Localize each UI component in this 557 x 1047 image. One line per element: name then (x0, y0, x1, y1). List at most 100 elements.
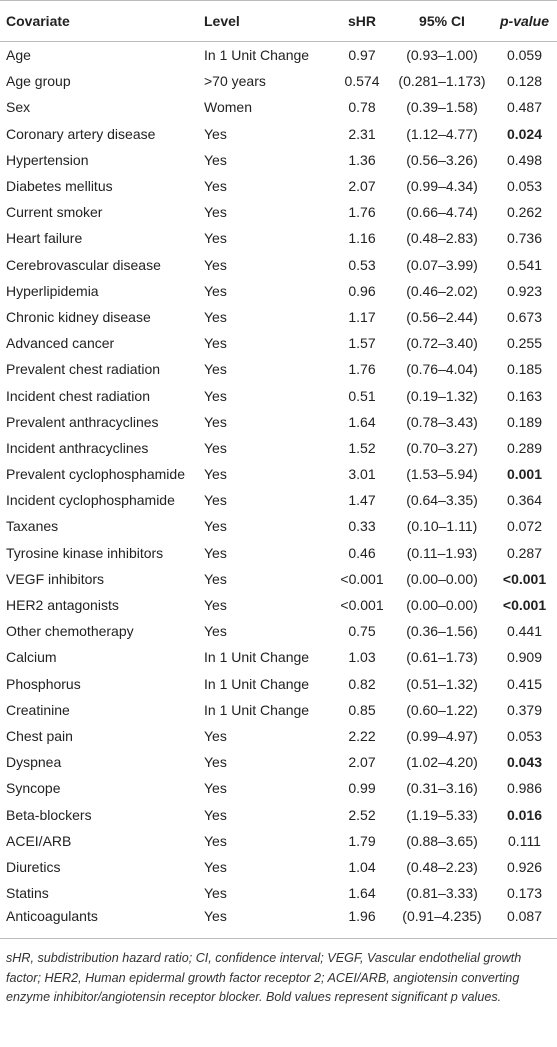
table-cell: Anticoagulants (0, 906, 202, 940)
table-cell: Yes (204, 544, 227, 561)
table-body: Age In 1 Unit Change 0.97 (0.93–1.00) 0.059 A… (0, 42, 557, 940)
table-row: Coronary artery disease Yes 2.31 (1.12–4.77… (0, 121, 557, 147)
table-cell: Chest pain (6, 727, 73, 744)
table-row: Age group >70 years 0.574 (0.281–1.173) 0.12… (0, 68, 557, 94)
table-cell: 0.541 (506, 256, 543, 273)
table-cell: <0.001 (502, 597, 547, 614)
table-cell: (0.93–1.00) (406, 47, 478, 64)
table-cell: Creatinine (6, 701, 70, 718)
table-cell: Yes (204, 387, 227, 404)
table-cell: Phosphorus (6, 675, 81, 692)
table-cell: (0.88–3.65) (406, 832, 478, 849)
table-cell: Age (6, 47, 31, 64)
table-cell: Beta-blockers (6, 806, 92, 823)
table-cell: Yes (204, 492, 227, 509)
table-cell: (0.61–1.73) (406, 649, 478, 666)
table-cell: 2.52 (348, 806, 376, 823)
table-cell: 2.31 (348, 125, 376, 142)
table-cell: 0.441 (506, 623, 543, 640)
table-cell: Yes (204, 125, 227, 142)
table-cell: (0.281–1.173) (398, 73, 486, 90)
table-cell: 0.574 (344, 73, 380, 90)
table-cell: Hypertension (6, 151, 89, 168)
table-cell: Yes (204, 858, 227, 875)
table-cell: 0.96 (348, 282, 376, 299)
table-cell: Yes (204, 204, 227, 221)
table-row: Sex Women 0.78 (0.39–1.58) 0.487 (0, 94, 557, 120)
table-row: Current smoker Yes 1.76 (0.66–4.74) 0.262 (0, 199, 557, 225)
table-cell: (1.12–4.77) (406, 125, 478, 142)
table-cell: Cerebrovascular disease (6, 256, 161, 273)
table-row: Dyspnea Yes 2.07 (1.02–4.20) 0.043 (0, 749, 557, 775)
table-cell: <0.001 (340, 570, 384, 587)
table-cell: Women (204, 99, 252, 116)
table-cell: Yes (204, 780, 227, 797)
table-row: Other chemotherapy Yes 0.75 (0.36–1.56) 0.44… (0, 618, 557, 644)
table-cell: 1.16 (348, 230, 376, 247)
table-cell: Tyrosine kinase inhibitors (6, 544, 164, 561)
table-cell: (0.19–1.32) (406, 387, 478, 404)
table-cell: 0.001 (506, 466, 543, 483)
table-cell: 0.85 (348, 701, 376, 718)
table-cell: In 1 Unit Change (204, 701, 310, 718)
table-cell: 1.52 (348, 439, 376, 456)
table-cell: Incident anthracyclines (6, 439, 149, 456)
table-cell: (0.99–4.97) (406, 727, 478, 744)
table-cell: Dyspnea (6, 754, 62, 771)
table-cell: (0.00–0.00) (406, 570, 478, 587)
table-cell: 0.75 (348, 623, 376, 640)
table-row: Beta-blockers Yes 2.52 (1.19–5.33) 0.016 (0, 801, 557, 827)
table-row: VEGF inhibitors Yes <0.001 (0.00–0.00) <0.00… (0, 566, 557, 592)
table-cell: 0.185 (506, 361, 543, 378)
table-cell: (1.02–4.20) (406, 754, 478, 771)
table-cell: 3.01 (348, 466, 376, 483)
table-cell: Yes (202, 906, 332, 940)
table-cell: 0.289 (506, 439, 543, 456)
table-row: Taxanes Yes 0.33 (0.10–1.11) 0.072 (0, 513, 557, 539)
table-cell: Yes (204, 308, 227, 325)
table-cell: Advanced cancer (6, 335, 115, 352)
table-cell: Yes (204, 832, 227, 849)
table-cell: 0.51 (348, 387, 376, 404)
table-row: Diuretics Yes 1.04 (0.48–2.23) 0.926 (0, 854, 557, 880)
table-cell: Age group (6, 73, 71, 90)
table-cell: 2.22 (348, 727, 376, 744)
table-cell: 1.47 (348, 492, 376, 509)
table-cell: Sex (6, 99, 31, 116)
table-cell: (0.39–1.58) (406, 99, 478, 116)
table-cell: 0.111 (508, 832, 541, 849)
table-cell: Yes (204, 885, 227, 902)
table-cell: Yes (204, 518, 227, 535)
table-row: Anticoagulants Yes 1.96 (0.91–4.235) 0.087 (0, 906, 557, 940)
table-cell: In 1 Unit Change (204, 649, 310, 666)
table-cell: 1.64 (348, 413, 376, 430)
table-cell: Yes (204, 623, 227, 640)
table-cell: 0.364 (506, 492, 543, 509)
header-cell: p-value (492, 0, 557, 42)
table-cell: 0.043 (506, 754, 543, 771)
table-cell: In 1 Unit Change (204, 675, 310, 692)
table-cell: 0.923 (506, 282, 543, 299)
table-row: Incident chest radiation Yes 0.51 (0.19–1.3… (0, 382, 557, 408)
table-cell: 0.498 (506, 151, 543, 168)
table-cell: 0.262 (506, 204, 543, 221)
table-cell: (0.70–3.27) (406, 439, 478, 456)
table-cell: Incident cyclophosphamide (6, 492, 175, 509)
table-cell: 0.909 (506, 649, 543, 666)
table-cell: 0.415 (506, 675, 543, 692)
table-cell: (0.36–1.56) (406, 623, 478, 640)
table-row: Hypertension Yes 1.36 (0.56–3.26) 0.498 (0, 147, 557, 173)
header-cell: Covariate (0, 0, 202, 42)
table-cell: Yes (204, 151, 227, 168)
table-cell: (0.11–1.93) (406, 544, 478, 561)
table-cell: Yes (204, 282, 227, 299)
table-cell: 0.53 (348, 256, 376, 273)
table-cell: 0.78 (348, 99, 376, 116)
table-cell: 0.736 (506, 230, 543, 247)
table-cell: 0.82 (348, 675, 376, 692)
table-cell: (0.56–3.26) (406, 151, 478, 168)
table-row: Prevalent cyclophosphamide Yes 3.01 (1.53–5… (0, 461, 557, 487)
table-cell: 0.673 (506, 308, 543, 325)
table-row: Creatinine In 1 Unit Change 0.85 (0.60–1.22… (0, 697, 557, 723)
table-cell: Yes (204, 335, 227, 352)
